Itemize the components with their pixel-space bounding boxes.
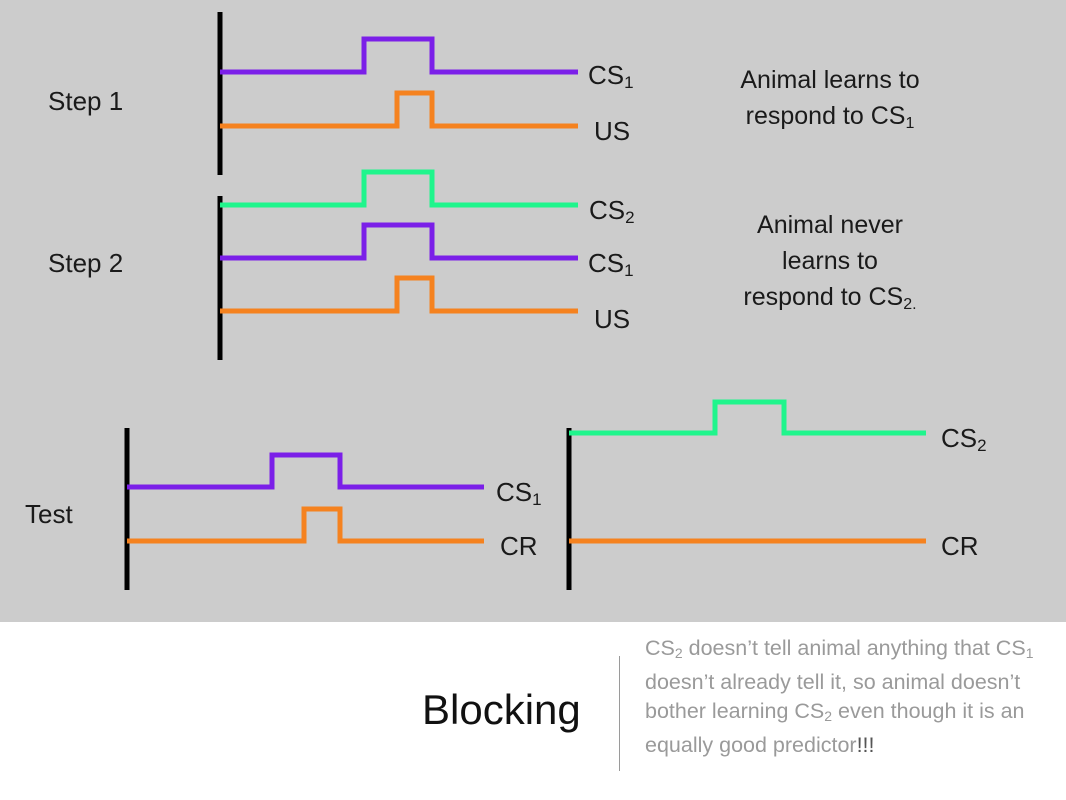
step1-note: Animal learns to respond to CS1 — [740, 66, 920, 132]
step2-label: Step 2 — [48, 248, 124, 278]
step2-us-label: US — [594, 304, 631, 334]
slide-title: Blocking — [422, 686, 581, 733]
divider-line — [619, 656, 620, 771]
test-right-cr-label: CR — [941, 531, 979, 561]
step1-cs1-label: CS1 — [588, 60, 634, 92]
step2-us-trace — [220, 275, 578, 314]
test-right-cs2-label: CS2 — [941, 423, 987, 455]
step2-cs1-trace — [220, 222, 578, 261]
test-right-cs2-trace — [569, 399, 926, 436]
caption-text: CS2 doesn’t tell animal anything that CS… — [645, 636, 1034, 757]
step2-cs1-label: CS1 — [588, 248, 634, 280]
test-left-cs1-label: CS1 — [496, 477, 542, 509]
step1-label: Step 1 — [48, 86, 124, 116]
test-left-cr-label: CR — [500, 531, 538, 561]
step1-us-trace — [220, 90, 578, 129]
step2-note: Animal never learns to respond to CS2. — [743, 211, 917, 313]
step2-cs2-trace — [220, 169, 578, 208]
step1-cs1-trace — [220, 36, 578, 75]
step2-cs2-label: CS2 — [589, 195, 635, 227]
step1-us-label: US — [594, 116, 631, 146]
test-left-cs1-trace — [127, 452, 484, 490]
test-left-cr-trace — [127, 506, 484, 544]
test-label: Test — [25, 499, 73, 529]
